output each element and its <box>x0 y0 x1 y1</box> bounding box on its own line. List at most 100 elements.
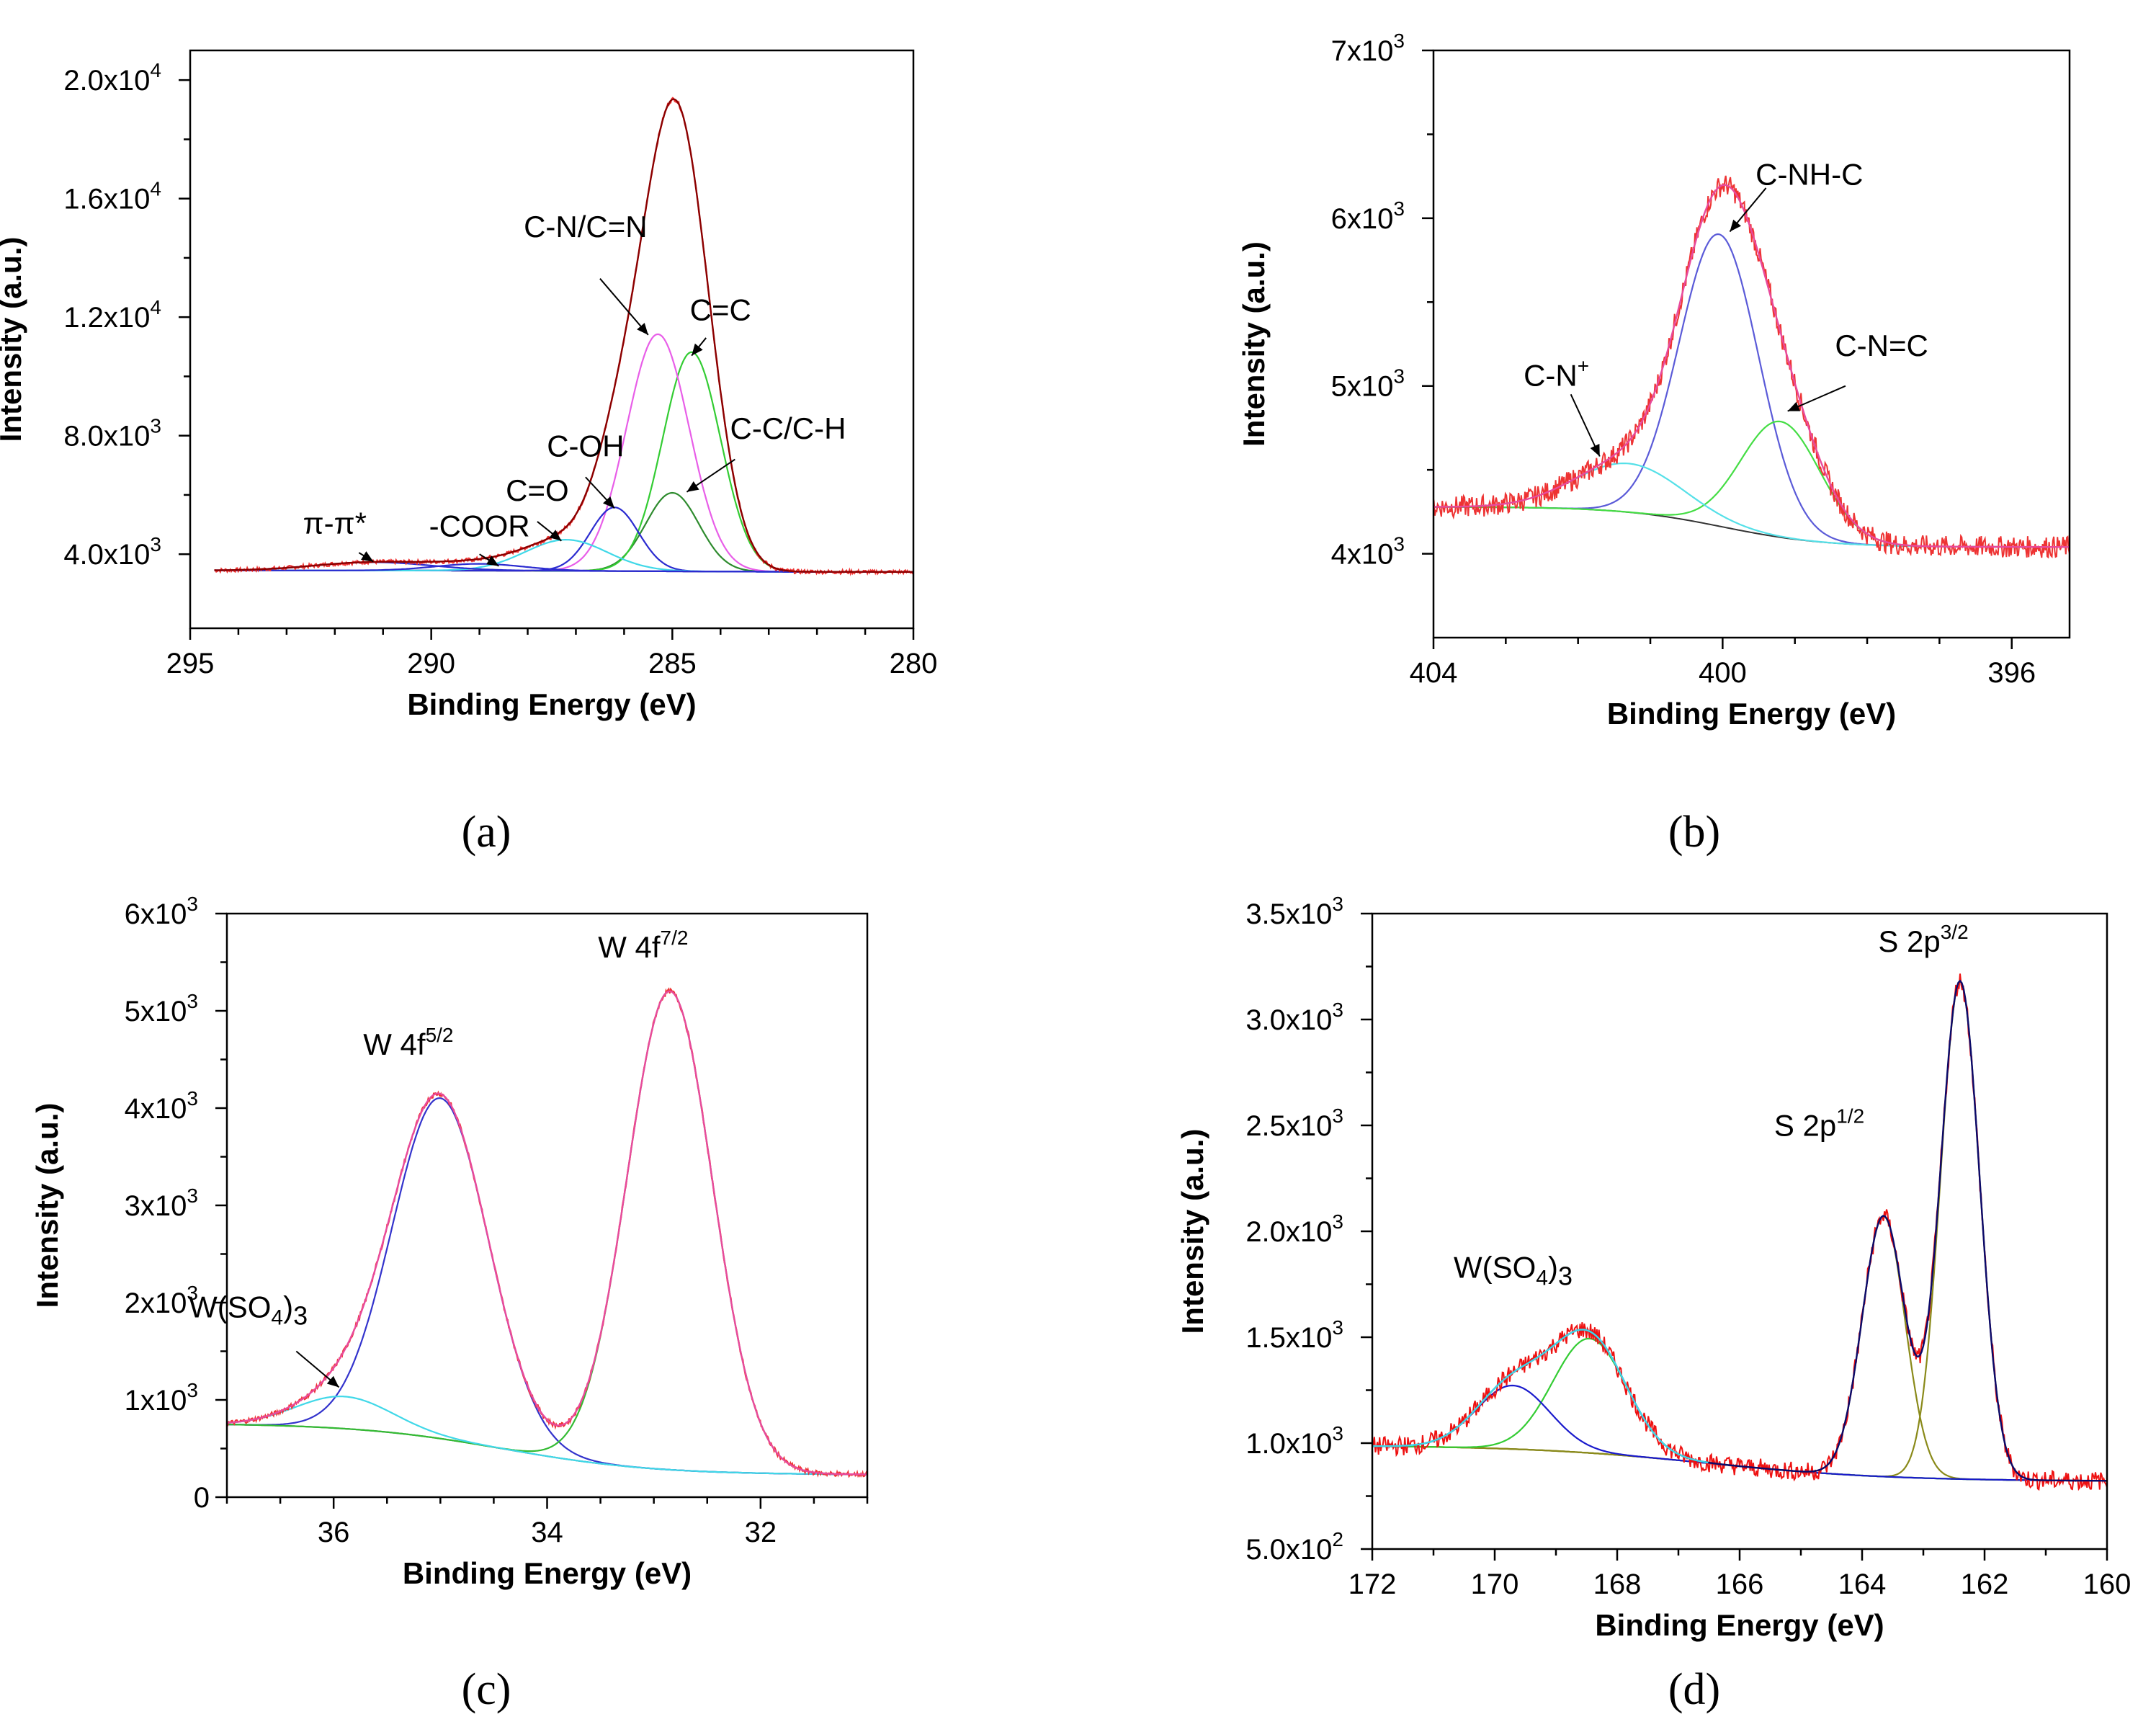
x-tick-label: 168 <box>1593 1568 1642 1600</box>
panel-d: 172 170 168 166 164 162 160 5.0x102 1.0x103 1.5x1… <box>1176 893 2131 1714</box>
x-tick-label: 160 <box>2083 1568 2132 1600</box>
x-axis-title: Binding Energy (eV) <box>403 1556 692 1590</box>
y-axis-title: Intensity (a.u.) <box>1176 1129 1209 1334</box>
y-tick-label: 4.0x103 <box>63 533 161 571</box>
y-axis-title: Intensity (a.u.) <box>1237 241 1271 447</box>
y-tick-label: 2x103 <box>125 1282 198 1319</box>
y-tick-label: 3x103 <box>125 1184 198 1222</box>
raw-data-line <box>1433 175 2070 559</box>
component-curve-2 <box>227 1396 867 1476</box>
panel-a: 295 290 285 280 4.0x103 8.0x103 1.2x104 1.6x104… <box>0 49 938 857</box>
annotation-arrowhead <box>602 496 615 509</box>
panel-b: 404 400 396 4x103 5x103 6x103 7x103 Binding Ene… <box>1237 30 2071 857</box>
x-tick-label: 396 <box>1987 657 2036 689</box>
fit-envelope-line <box>227 990 867 1476</box>
plot-frame <box>1371 912 2108 1550</box>
annotation-arrowhead <box>1590 444 1600 457</box>
peak-annotation: W(SO4)3 <box>189 1290 308 1330</box>
x-tick-label: 280 <box>890 648 938 679</box>
y-tick-label: 1x103 <box>125 1379 198 1416</box>
peak-annotation: C-OH <box>547 429 624 463</box>
panel-label: (c) <box>462 1665 511 1714</box>
peak-annotation: S 2p1/2 <box>1774 1105 1864 1143</box>
annotation-arrowhead <box>692 343 703 356</box>
x-tick-label: 164 <box>1838 1568 1887 1600</box>
peak-annotation: C-N+ <box>1524 355 1589 393</box>
x-tick-label: 400 <box>1699 657 1747 689</box>
y-tick-label: 3.0x103 <box>1245 999 1343 1036</box>
annotation-arrowhead <box>326 1375 339 1388</box>
x-tick-label: 34 <box>531 1517 563 1548</box>
x-axis-title: Binding Energy (eV) <box>1607 697 1896 731</box>
y-tick-label: 6x103 <box>125 893 198 930</box>
y-tick-label: 6x103 <box>1331 197 1405 235</box>
plot-frame <box>1432 49 2071 639</box>
peak-annotation: -COOR <box>429 509 530 543</box>
annotation-arrow <box>599 278 649 336</box>
peak-annotation: C-C/C-H <box>730 411 846 445</box>
x-tick-label: 172 <box>1348 1568 1397 1600</box>
peak-annotation: π-π* <box>303 506 367 540</box>
panel-label: (a) <box>462 808 511 857</box>
annotation-arrowhead <box>637 323 648 335</box>
y-tick-label: 5x103 <box>125 990 198 1027</box>
x-tick-label: 36 <box>318 1517 350 1548</box>
y-tick-label: 3.5x103 <box>1245 893 1343 930</box>
y-tick-label: 5x103 <box>1331 365 1405 403</box>
y-tick-label: 1.2x104 <box>63 296 161 334</box>
peak-annotation: S 2p3/2 <box>1878 921 1968 958</box>
component-curve-0 <box>227 1097 867 1476</box>
panel-label: (b) <box>1668 808 1720 857</box>
x-axis-title: Binding Energy (eV) <box>407 687 696 721</box>
component-curve-1 <box>227 990 867 1476</box>
sulfate-envelope-line <box>1372 1329 1709 1464</box>
background-line <box>227 1424 867 1476</box>
y-tick-label: 2.5x103 <box>1245 1105 1343 1142</box>
plot-area <box>214 97 913 576</box>
plot-area <box>1433 175 2070 559</box>
annotation-arrowhead <box>549 530 562 541</box>
plot-frame <box>189 49 915 630</box>
x-axis-title: Binding Energy (eV) <box>1595 1608 1884 1642</box>
annotation-arrowhead <box>486 555 499 566</box>
peak-annotation: C=C <box>690 293 751 326</box>
component-curve-0 <box>1433 233 2070 548</box>
y-tick-label: 4x103 <box>125 1087 198 1125</box>
y-axis-title: Intensity (a.u.) <box>30 1103 64 1308</box>
y-tick-label: 5.0x102 <box>1245 1528 1343 1566</box>
peak-annotation: C=O <box>506 473 569 507</box>
x-tick-label: 290 <box>407 648 455 679</box>
component-curve-2 <box>1372 1337 2107 1482</box>
y-tick-label: 1.0x103 <box>1245 1422 1343 1460</box>
y-tick-label: 4x103 <box>1331 533 1405 571</box>
y-tick-label: 7x103 <box>1331 30 1405 67</box>
y-tick-label: 0 <box>194 1482 210 1514</box>
plot-area <box>227 987 867 1478</box>
fit-envelope-line <box>214 98 913 573</box>
x-tick-label: 285 <box>648 648 697 679</box>
y-tick-label: 8.0x103 <box>63 415 161 452</box>
component-curve-1 <box>1433 420 2070 548</box>
y-tick-label: 1.5x103 <box>1245 1316 1343 1354</box>
plot-area <box>1372 973 2107 1491</box>
y-tick-label: 2.0x103 <box>1245 1210 1343 1248</box>
annotation-arrowhead <box>1787 401 1801 411</box>
annotation-arrowhead <box>361 551 374 562</box>
raw-data-line <box>227 987 867 1478</box>
panel-label: (d) <box>1668 1665 1720 1714</box>
x-tick-label: 404 <box>1410 657 1458 689</box>
peak-annotation: C-NH-C <box>1755 157 1863 191</box>
x-tick-label: 295 <box>166 648 215 679</box>
peak-annotation: C-N/C=N <box>524 210 648 244</box>
raw-data-line <box>1372 973 2107 1491</box>
panel-c: 36 34 32 0 1x103 2x103 3x103 4x103 5x103 6x103 Bin… <box>30 893 869 1714</box>
peak-annotation: C-N=C <box>1835 329 1928 362</box>
peak-annotation: W(SO4)3 <box>1454 1251 1573 1291</box>
fit-envelope-line <box>1433 184 2070 548</box>
x-tick-label: 162 <box>1961 1568 2009 1600</box>
x-tick-label: 32 <box>745 1517 777 1548</box>
x-tick-label: 170 <box>1471 1568 1519 1600</box>
x-tick-label: 166 <box>1716 1568 1764 1600</box>
annotation-arrowhead <box>1730 219 1741 232</box>
